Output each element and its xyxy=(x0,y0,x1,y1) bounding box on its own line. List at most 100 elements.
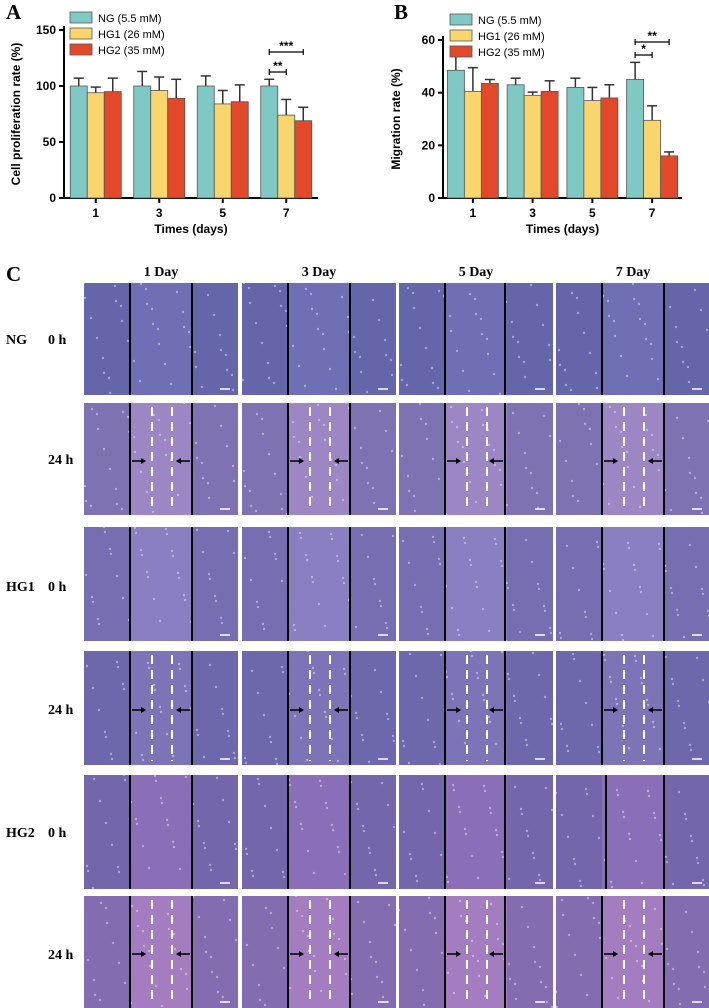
cell-speck xyxy=(449,329,453,333)
arrow-right-icon xyxy=(648,951,653,957)
cell-speck xyxy=(341,576,345,580)
cell-speck xyxy=(122,687,126,691)
cell-speck xyxy=(359,370,363,374)
cell-speck xyxy=(672,982,676,986)
cell-speck xyxy=(535,491,539,495)
cell-speck xyxy=(671,967,675,971)
cell-speck xyxy=(354,711,358,715)
cell-layer-left xyxy=(399,775,445,889)
charta-bar-ng-day3 xyxy=(133,85,152,199)
cell-speck xyxy=(184,972,188,976)
cell-speck xyxy=(489,902,493,906)
cell-speck xyxy=(659,838,663,842)
cell-speck xyxy=(245,943,249,947)
cell-speck xyxy=(184,775,188,779)
cell-speck xyxy=(431,457,435,461)
cell-speck xyxy=(317,418,321,422)
cell-speck xyxy=(573,862,577,866)
cell-speck xyxy=(666,962,670,966)
cell-speck xyxy=(84,296,87,300)
cell-speck xyxy=(216,990,220,994)
cell-speck xyxy=(212,313,216,317)
cell-speck xyxy=(300,914,304,918)
cell-speck xyxy=(379,604,383,608)
cell-speck xyxy=(485,337,489,341)
cell-speck xyxy=(176,493,180,497)
arrow-right-icon xyxy=(334,707,339,713)
cell-speck xyxy=(260,417,264,421)
cell-speck xyxy=(275,762,279,765)
cell-speck xyxy=(633,568,637,572)
cell-layer-right xyxy=(192,775,238,889)
cell-speck xyxy=(437,477,441,481)
cell-speck xyxy=(90,595,94,599)
cell-speck xyxy=(165,532,169,536)
cell-speck xyxy=(166,823,170,827)
cell-speck xyxy=(571,494,575,498)
cell-speck xyxy=(658,547,662,551)
cell-speck xyxy=(626,541,630,545)
micrograph-background xyxy=(242,775,396,889)
chartb-xtick-label: 7 xyxy=(649,206,656,220)
cell-speck xyxy=(251,874,255,878)
cell-speck xyxy=(668,305,672,309)
chartb-legend-swatch-hg2 xyxy=(449,45,473,58)
cell-speck xyxy=(537,587,541,591)
cell-speck xyxy=(400,378,404,382)
cell-speck xyxy=(152,683,156,687)
cell-speck xyxy=(405,383,409,387)
cell-speck xyxy=(494,542,498,546)
cell-speck xyxy=(602,567,606,571)
cell-speck xyxy=(268,735,272,739)
cell-speck xyxy=(494,742,498,746)
cell-speck xyxy=(213,404,217,408)
cell-speck xyxy=(433,745,437,749)
cell-layer-left xyxy=(556,527,602,641)
cell-speck xyxy=(634,859,638,863)
cell-speck xyxy=(116,665,120,669)
cell-speck xyxy=(683,726,687,730)
cell-speck xyxy=(412,494,416,498)
cell-speck xyxy=(93,993,97,997)
charta-xlabel: Times (days) xyxy=(154,222,227,236)
micrograph-background xyxy=(399,403,553,515)
cell-speck xyxy=(392,825,396,829)
cell-speck xyxy=(519,807,523,811)
cell-speck xyxy=(110,843,114,847)
cell-layer-right xyxy=(664,283,709,395)
cell-speck xyxy=(456,440,460,444)
chartb-bar-hg1-day5 xyxy=(583,100,602,199)
cell-speck xyxy=(164,527,168,531)
cell-speck xyxy=(147,666,151,670)
cell-speck xyxy=(147,866,151,870)
cell-speck xyxy=(89,504,93,508)
cell-speck xyxy=(196,733,200,737)
cell-speck xyxy=(674,325,678,329)
cell-speck xyxy=(657,542,661,546)
cell-speck xyxy=(450,606,454,610)
cell-speck xyxy=(154,984,158,988)
cell-speck xyxy=(482,698,486,702)
cell-speck xyxy=(675,608,679,612)
cell-speck xyxy=(292,623,296,627)
cell-speck xyxy=(608,675,612,679)
cell-speck xyxy=(474,500,478,504)
cell-speck xyxy=(222,898,226,902)
cell-speck xyxy=(532,945,536,949)
arrow-right-icon xyxy=(489,951,494,957)
charta-bar-ng-day5 xyxy=(196,85,215,199)
cell-speck xyxy=(342,667,346,671)
cell-speck xyxy=(114,299,118,303)
cell-speck xyxy=(340,295,344,299)
cell-speck xyxy=(631,283,635,286)
cell-speck xyxy=(381,995,385,999)
cell-speck xyxy=(126,339,130,343)
cell-speck xyxy=(322,423,326,427)
arrow-left-icon xyxy=(456,458,461,464)
cell-speck xyxy=(256,691,260,695)
cell-speck xyxy=(377,318,381,322)
cell-speck xyxy=(670,591,674,595)
cell-speck xyxy=(219,348,223,352)
cell-speck xyxy=(561,913,565,917)
cell-speck xyxy=(142,944,146,948)
